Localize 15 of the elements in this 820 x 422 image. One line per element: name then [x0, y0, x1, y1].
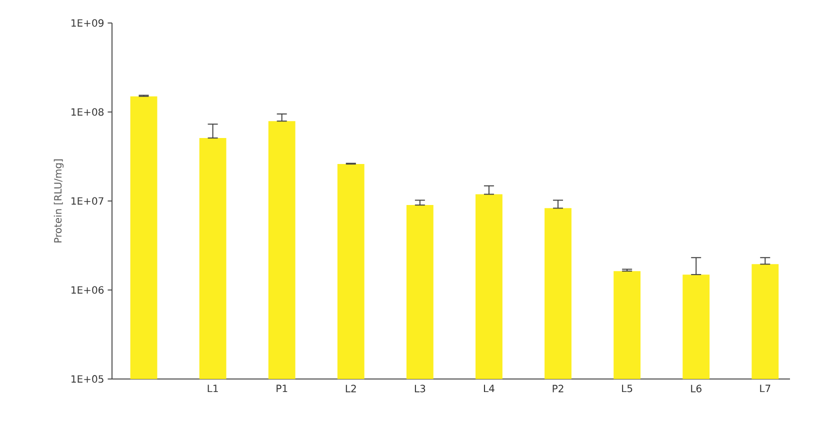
- x-tick-label: L6: [691, 384, 702, 392]
- y-tick-label: 1E+09: [72, 19, 104, 27]
- x-tick-label: L5: [622, 384, 632, 392]
- x-tick-label: P1: [276, 384, 288, 392]
- y-tick-label: 1E+06: [72, 286, 104, 294]
- y-tick-label: 1E+08: [72, 108, 104, 116]
- y-axis-title: Protein [RLU/mg]: [54, 159, 64, 242]
- x-tick-label: L3: [414, 384, 426, 392]
- y-tick-label: 1E+05: [72, 375, 104, 383]
- x-tick-label: L2: [346, 384, 356, 392]
- x-tick-label: P2: [552, 384, 564, 392]
- x-tick-label: L7: [760, 384, 770, 392]
- x-tick-label: L1: [208, 384, 218, 392]
- x-tick-label: L4: [484, 384, 494, 392]
- y-tick-label: 1E+07: [72, 197, 104, 205]
